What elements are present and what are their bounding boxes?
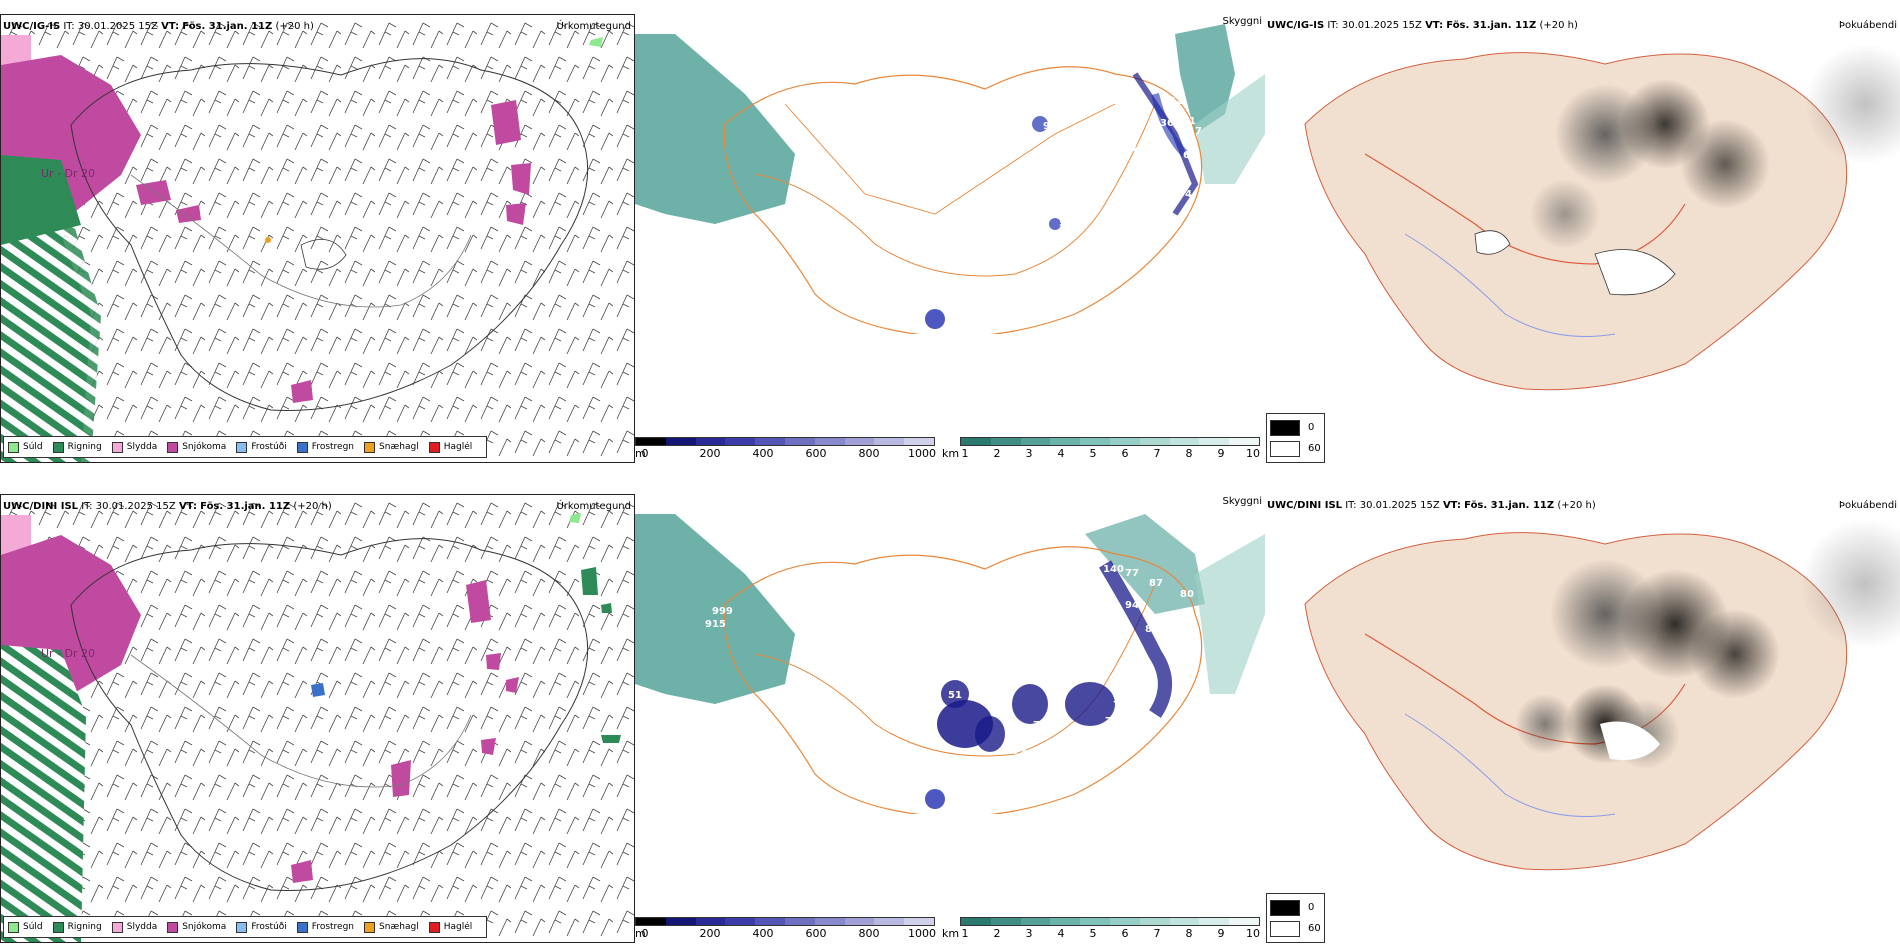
vis-value: 109 [1168,173,1189,184]
vis-value: 54 [1059,218,1073,229]
vis-value: 54 [1170,658,1184,669]
height-colorbar: m 0 200 400 600 800 1000 [635,917,936,939]
vis-value: 83 [1087,736,1101,747]
fog-map-top [1304,44,1900,391]
vis-value: 382 [1130,143,1151,154]
height-colorbar: m 0 200 400 600 800 1000 [635,437,936,459]
vis-value: 51 [948,690,962,701]
legend-item: Haglél [428,441,472,453]
panel-title: UWC/IG-IS IT: 30.01.2025 15Z VT: Fös. 31… [3,21,314,32]
vis-value: 70 [1105,716,1119,727]
fog-map-bottom [1304,519,1900,871]
vis-value: 72 [1013,746,1027,757]
precip-legend: Súld Rigning Slydda Snjókoma Frostúði Fr… [3,916,488,938]
vis-value: 71 [1033,720,1047,731]
vis-value: 80 [1180,589,1194,600]
fog-legend-top: 0 60 [1266,413,1325,463]
legend-item: Slydda [111,441,157,453]
vis-value: 140 [1103,564,1124,575]
vis-value: 70 [1113,700,1127,711]
legend-item: Rigning [52,441,102,453]
legend-item: Frostregn [296,441,354,453]
precip-faint-label: Ur - Dr 20 [41,167,95,180]
vis-value: 94 [1098,596,1112,607]
vis-value: 74 [1178,189,1192,200]
fog-swatch [1270,419,1300,436]
fog-legend-bottom: 0 60 [1266,893,1325,943]
visibility-panel-top: 77 96 142 136 382 24 34 10 109 62 74 101… [635,14,1265,459]
valid-time: Fös. 31.jan. 11Z [182,21,273,32]
panel-label-precip: Úrkomutegund [556,21,631,32]
legend-swatch [8,441,19,453]
legend-item: Frostúði [236,441,287,453]
vis-value: 33 [1050,641,1064,652]
vis-value: 136 [1153,118,1174,129]
vis-value: 10 [1158,149,1172,160]
visibility-panel-bottom: 999 915 51 71 72 33 19 55 83 70 70 10 14… [635,494,1265,939]
panel-label-fog: Þokuábendi [1838,20,1897,31]
visibility-colorbar: km 1 2 3 4 5 6 7 8 9 10 [942,437,1260,459]
precip-type-panel-bottom: Ur - Dr 20 UWC/DINI ISL IT: 30.01.2025 1… [0,494,635,943]
visibility-map-bottom: 999 915 51 71 72 33 19 55 83 70 70 10 14… [635,514,1265,814]
panel-title: UWC/DINI ISL IT: 30.01.2025 15Z VT: Fös.… [1267,500,1596,511]
vis-value: 62 [1183,150,1197,161]
vis-value: 19 [1035,658,1049,669]
vis-value: 74 [1165,646,1179,657]
lead-time: (+20 h) [275,21,314,32]
precip-legend: Súld Rigning Slydda Snjókoma Frostúði Fr… [3,436,488,458]
precip-type-panel-top: Ur - Dr 20 UWC/IG-IS IT: 30.01.2025 15Z … [0,14,635,463]
legend-item: Snæhagl [364,441,419,453]
visibility-map-top: 77 96 142 136 382 24 34 10 109 62 74 101… [635,24,1265,334]
panel-label-fog: Þokuábendi [1838,500,1897,511]
fog-indicator-panel-bottom: UWC/DINI ISL IT: 30.01.2025 15Z VT: Fös.… [1265,494,1900,939]
vis-value: 34 [1133,176,1147,187]
panel-title: UWC/DINI ISL IT: 30.01.2025 15Z VT: Fös.… [3,501,332,512]
fog-swatch [1270,440,1300,457]
fog-indicator-panel-top: UWC/IG-IS IT: 30.01.2025 15Z VT: Fös. 31… [1265,14,1900,459]
legend-item: Snjókoma [167,441,226,453]
vis-value: 86 [1145,624,1159,635]
issue-time: 30.01.2025 15Z [77,21,158,32]
model-name: UWC/IG-IS [3,21,61,32]
vis-value: 96 [1043,121,1057,132]
precip-type-map-top: Ur - Dr 20 [1,15,634,462]
vis-value: 17 [1188,126,1202,137]
vis-value: 77 [1125,568,1139,579]
vis-value: 999 [712,606,733,617]
panel-label-precip: Úrkomutegund [556,501,631,512]
legend-item: Súld [8,441,43,453]
vis-value: 142 [1162,96,1183,107]
precip-type-map-bottom: Ur - Dr 20 [1,495,634,942]
panel-title: UWC/IG-IS IT: 30.01.2025 15Z VT: Fös. 31… [1267,20,1578,31]
precip-faint-label: Ur - Dr 20 [41,647,95,660]
panel-label-visibility: Skyggni [1222,16,1262,27]
vis-value: 90 [1101,610,1115,621]
vis-value: 77 [705,241,719,252]
vis-value: 10 [1133,678,1147,689]
vis-value: 55 [1063,624,1077,635]
vis-value: 915 [705,619,726,630]
vis-value: 24 [1136,158,1150,169]
vis-value: 101 [1175,116,1196,127]
vis-value: 87 [1149,578,1163,589]
vis-value: 69 [1188,211,1202,222]
panel-label-visibility: Skyggni [1222,496,1262,507]
vis-value: 94 [1125,600,1139,611]
vis-value: 35 [1093,579,1107,590]
visibility-colorbar: km 1 2 3 4 5 6 7 8 9 10 [942,917,1260,939]
